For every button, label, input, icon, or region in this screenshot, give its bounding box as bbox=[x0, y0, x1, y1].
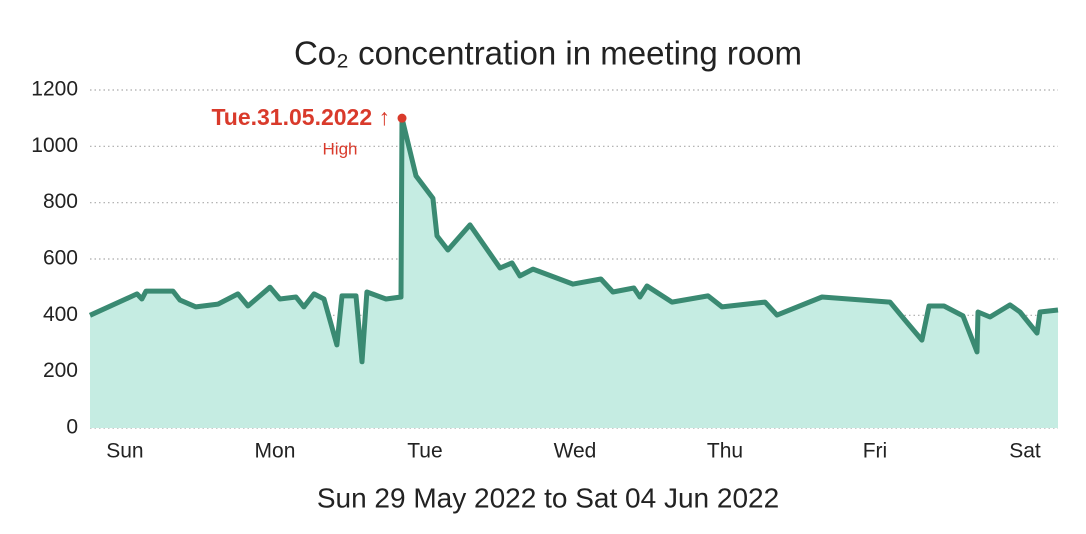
x-tick-label: Tue bbox=[407, 440, 442, 463]
y-tick-label: 1000 bbox=[31, 134, 78, 157]
x-tick-label: Sat bbox=[1009, 440, 1041, 463]
x-tick-label: Mon bbox=[255, 440, 296, 463]
annotation-label: Tue.31.05.2022 ↑ bbox=[211, 104, 390, 130]
y-tick-label: 600 bbox=[43, 247, 78, 270]
y-tick-label: 800 bbox=[43, 190, 78, 213]
y-tick-label: 0 bbox=[66, 416, 78, 439]
x-tick-label: Fri bbox=[863, 440, 888, 463]
peak-marker bbox=[397, 113, 407, 123]
x-axis-label: Sun 29 May 2022 to Sat 04 Jun 2022 bbox=[317, 482, 779, 513]
chart-title: Co₂ concentration in meeting room bbox=[294, 35, 802, 72]
y-tick-label: 1200 bbox=[31, 78, 78, 101]
x-tick-label: Thu bbox=[707, 440, 743, 463]
x-tick-label: Wed bbox=[554, 440, 597, 463]
x-tick-label: Sun bbox=[106, 440, 143, 463]
y-tick-label: 400 bbox=[43, 303, 78, 326]
area bbox=[90, 118, 1058, 428]
annotation-note: High bbox=[323, 140, 358, 159]
line bbox=[88, 115, 1059, 365]
y-tick-label: 200 bbox=[43, 359, 78, 382]
